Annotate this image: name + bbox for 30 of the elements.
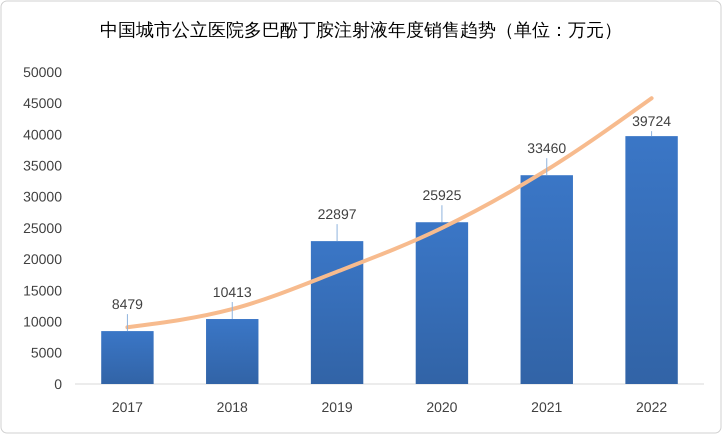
y-tick-label: 40000 bbox=[23, 126, 62, 142]
y-tick-label: 20000 bbox=[23, 251, 62, 268]
x-tick-label: 2019 bbox=[322, 399, 353, 415]
y-tick-label: 35000 bbox=[23, 158, 62, 174]
bar bbox=[310, 241, 364, 384]
bar bbox=[416, 222, 468, 384]
y-tick-label: 5000 bbox=[30, 344, 62, 361]
y-tick-label: 50000 bbox=[23, 64, 62, 80]
y-tick-label: 45000 bbox=[23, 95, 62, 112]
x-tick-label: 2018 bbox=[216, 399, 248, 415]
x-tick-label: 2020 bbox=[426, 399, 458, 415]
data-label: 33460 bbox=[527, 140, 566, 156]
bar bbox=[206, 319, 258, 384]
x-tick-label: 2021 bbox=[531, 399, 563, 415]
data-label: 8479 bbox=[112, 296, 144, 312]
bar bbox=[520, 175, 573, 384]
y-tick-label: 10000 bbox=[23, 314, 62, 330]
y-tick-label: 15000 bbox=[23, 282, 62, 298]
x-tick-label: 2017 bbox=[112, 399, 144, 415]
chart-title: 中国城市公立医院多巴酚丁胺注射液年度销售趋势（单位：万元） bbox=[100, 20, 622, 40]
y-tick-label: 30000 bbox=[23, 188, 62, 205]
data-label: 39724 bbox=[632, 113, 672, 130]
y-tick-label: 0 bbox=[54, 376, 62, 392]
data-label: 22897 bbox=[318, 206, 357, 222]
bar bbox=[101, 331, 154, 384]
data-label: 25925 bbox=[422, 187, 462, 204]
y-tick-label: 25000 bbox=[23, 220, 62, 236]
bar bbox=[625, 136, 678, 384]
x-tick-label: 2022 bbox=[636, 399, 668, 415]
data-label: 10413 bbox=[212, 284, 252, 300]
